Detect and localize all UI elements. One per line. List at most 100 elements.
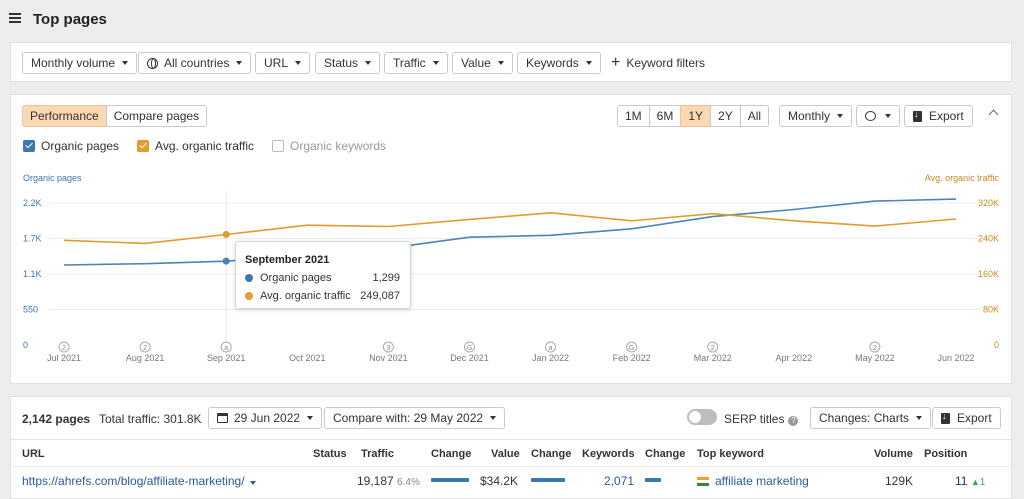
annotation-marker-label: 2 (873, 345, 877, 352)
series-line (63, 198, 957, 266)
collapse-chevron-icon[interactable] (988, 109, 999, 120)
col-volume[interactable]: Volume (874, 448, 913, 460)
col-traffic-change[interactable]: Change (431, 448, 472, 460)
caret-down-icon (295, 61, 302, 65)
value-change-bar (531, 478, 565, 482)
tab-performance[interactable]: Performance (22, 105, 107, 127)
keyword-filters-button[interactable]: + Keyword filters (603, 52, 714, 74)
y-right-tick-label: 160K (978, 269, 999, 279)
col-keywords-change[interactable]: Change (645, 448, 686, 460)
series-hover-point (222, 230, 230, 238)
calendar-icon (217, 413, 228, 423)
range-2y[interactable]: 2Y (710, 105, 741, 127)
caret-down-icon (307, 416, 314, 420)
row-value: $34.2K (480, 474, 519, 488)
y-right-tick-label: 80K (983, 305, 999, 315)
x-tick-label: Oct 2021 (289, 353, 326, 363)
tab-compare-pages[interactable]: Compare pages (105, 105, 208, 127)
serp-titles-toggle[interactable] (687, 409, 717, 425)
y-left-tick-label: 1.7K (23, 234, 42, 244)
comment-icon (865, 111, 876, 121)
changes-dropdown[interactable]: Changes: Charts (810, 407, 932, 429)
checkbox-organic-keywords[interactable]: Organic keywords (272, 139, 386, 153)
monthly-volume-dropdown[interactable]: Monthly volume (22, 52, 138, 74)
top-bar: Top pages (0, 0, 1024, 40)
range-1m[interactable]: 1M (617, 105, 650, 127)
y-right-tick-label: 320K (978, 198, 999, 208)
checkbox-checked-icon (23, 140, 35, 152)
caret-down-icon (837, 114, 844, 118)
caret-down-icon (365, 61, 372, 65)
annotations-dropdown[interactable] (856, 105, 900, 127)
menu-icon[interactable] (9, 13, 21, 23)
col-url[interactable]: URL (22, 448, 45, 460)
traffic-change-bar (431, 478, 469, 482)
countries-dropdown[interactable]: All countries (138, 52, 252, 74)
col-traffic[interactable]: Traffic (361, 448, 395, 460)
caret-down-icon[interactable] (249, 481, 256, 485)
y-left-tick-label: 550 (23, 305, 38, 315)
y-right-tick-label: 0 (994, 340, 999, 350)
y-left-tick-label: 1.1K (23, 269, 42, 279)
compare-date-dropdown[interactable]: Compare with: 29 May 2022 (324, 407, 506, 429)
checkbox-organic-pages[interactable]: Organic pages (23, 139, 119, 153)
tooltip-row-avg-organic-traffic: Avg. organic traffic 249,087 (245, 290, 400, 302)
value-dropdown[interactable]: Value (452, 52, 513, 74)
interval-dropdown[interactable]: Monthly (779, 105, 853, 127)
filters-bar: Monthly volume All countries URL Status … (10, 42, 1012, 82)
col-value[interactable]: Value (491, 448, 520, 460)
col-position[interactable]: Position (924, 448, 968, 460)
total-traffic: Total traffic: 301.8K (99, 412, 202, 426)
traffic-dropdown[interactable]: Traffic (384, 52, 448, 74)
series-dot-icon (245, 292, 253, 300)
range-1y[interactable]: 1Y (680, 105, 712, 127)
row-top-keyword[interactable]: affiliate marketing (697, 474, 809, 488)
y-right-tick-label: 240K (978, 234, 999, 244)
range-6m[interactable]: 6M (648, 105, 682, 127)
view-tabs: Performance Compare pages (22, 105, 208, 127)
series-hover-point (222, 257, 230, 265)
col-value-change[interactable]: Change (531, 448, 572, 460)
annotation-marker-icon (545, 341, 557, 353)
x-tick-label: Dec 2021 (450, 353, 489, 363)
annotation-marker-icon (463, 341, 475, 353)
y-left-tick-label: 0 (23, 340, 28, 350)
col-keywords[interactable]: Keywords (582, 448, 635, 460)
keywords-change-bar (645, 478, 661, 482)
chart-export-button[interactable]: Export (904, 105, 973, 127)
export-icon (941, 411, 950, 424)
x-tick-label: May 2022 (855, 353, 895, 363)
checkbox-unchecked-icon (272, 140, 284, 152)
status-dropdown[interactable]: Status (315, 52, 381, 74)
annotation-marker-icon (707, 341, 719, 353)
x-tick-label: Jan 2022 (532, 353, 569, 363)
row-url-link[interactable]: https://ahrefs.com/blog/affiliate-market… (22, 474, 256, 488)
annotation-marker-label: 3 (386, 345, 390, 352)
annotation-marker-icon (139, 341, 151, 353)
performance-chart[interactable]: Organic pages Avg. organic traffic 0 0 550… (11, 171, 1011, 371)
row-volume: 129K (885, 474, 914, 488)
row-keywords[interactable]: 2,071 (604, 474, 635, 488)
table-export-button[interactable]: Export (932, 407, 1001, 429)
range-all[interactable]: All (739, 105, 770, 127)
checkbox-avg-organic-traffic[interactable]: Avg. organic traffic (137, 139, 254, 153)
col-top-keyword[interactable]: Top keyword (697, 448, 765, 460)
annotation-marker-label: a (224, 345, 228, 352)
series-line (63, 211, 957, 245)
caret-down-icon (916, 416, 923, 420)
globe-icon (147, 57, 158, 69)
url-dropdown[interactable]: URL (255, 52, 311, 74)
annotation-marker-label: 2 (143, 345, 147, 352)
annotation-marker-icon (626, 341, 638, 353)
annotation-marker-icon (869, 341, 881, 353)
plus-icon: + (611, 54, 621, 71)
x-tick-label: Feb 2022 (613, 353, 651, 363)
help-icon[interactable]: ? (788, 416, 799, 426)
caret-down-icon (236, 61, 243, 65)
annotation-marker-label: 2 (711, 345, 715, 352)
caret-down-icon (432, 61, 439, 65)
col-status[interactable]: Status (313, 448, 347, 460)
keywords-dropdown[interactable]: Keywords (517, 52, 601, 74)
series-dot-icon (245, 274, 253, 282)
date-picker[interactable]: 29 Jun 2022 (208, 407, 323, 429)
